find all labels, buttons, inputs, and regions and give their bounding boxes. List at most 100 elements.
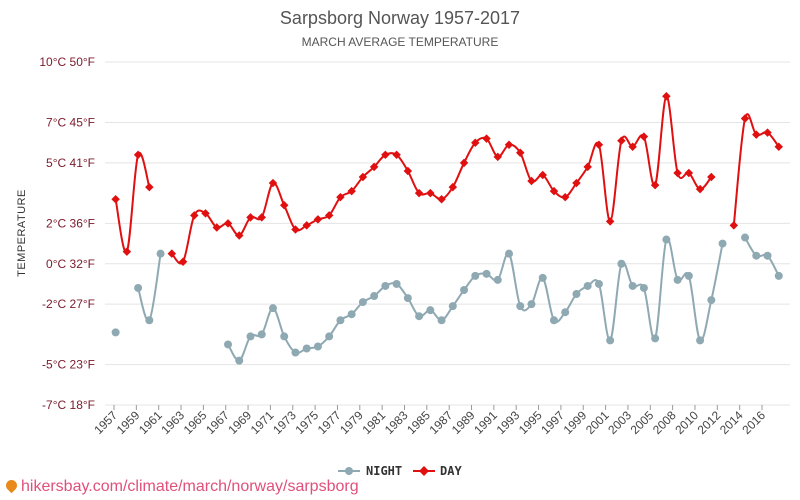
data-point-night[interactable]: [763, 251, 772, 260]
data-point-night[interactable]: [516, 302, 525, 311]
data-point-night[interactable]: [606, 336, 615, 345]
data-point-night[interactable]: [471, 271, 480, 280]
data-point-night[interactable]: [718, 239, 727, 248]
data-point-night[interactable]: [628, 281, 637, 290]
data-point-day[interactable]: [291, 225, 300, 234]
data-point-day[interactable]: [246, 213, 255, 222]
data-point-night[interactable]: [684, 271, 693, 280]
data-point-day[interactable]: [471, 138, 480, 147]
data-point-day[interactable]: [752, 130, 761, 139]
data-point-day[interactable]: [358, 172, 368, 182]
data-point-day[interactable]: [729, 221, 739, 230]
data-point-night[interactable]: [426, 306, 435, 315]
data-point-night[interactable]: [493, 275, 502, 284]
data-point-night[interactable]: [651, 334, 660, 343]
data-point-night[interactable]: [662, 235, 671, 244]
data-point-day[interactable]: [145, 182, 154, 192]
data-point-night[interactable]: [617, 259, 626, 268]
data-point-night[interactable]: [594, 279, 603, 288]
data-point-night[interactable]: [741, 233, 750, 242]
data-point-day[interactable]: [133, 150, 143, 160]
data-point-night[interactable]: [437, 316, 446, 325]
data-point-day[interactable]: [639, 132, 649, 141]
data-point-day[interactable]: [673, 168, 682, 178]
data-point-day[interactable]: [369, 162, 379, 172]
data-point-day[interactable]: [302, 221, 311, 230]
data-point-day[interactable]: [324, 211, 334, 220]
data-point-night[interactable]: [336, 316, 345, 325]
data-point-day[interactable]: [426, 188, 435, 198]
data-point-night[interactable]: [415, 312, 424, 321]
data-point-night[interactable]: [505, 249, 514, 258]
data-point-day[interactable]: [268, 178, 278, 188]
legend-item-night[interactable]: NIGHT: [338, 464, 402, 478]
data-point-day[interactable]: [257, 213, 266, 222]
data-point-night[interactable]: [325, 332, 334, 341]
data-point-night[interactable]: [696, 336, 705, 345]
data-point-day[interactable]: [617, 136, 626, 145]
data-point-day[interactable]: [437, 194, 446, 204]
data-point-day[interactable]: [662, 92, 671, 101]
data-point-night[interactable]: [774, 271, 783, 280]
data-point-day[interactable]: [212, 223, 222, 232]
data-point-night[interactable]: [752, 251, 761, 260]
data-point-day[interactable]: [594, 140, 604, 149]
data-point-day[interactable]: [504, 140, 514, 149]
data-point-night[interactable]: [224, 340, 233, 349]
data-point-day[interactable]: [448, 182, 458, 192]
data-point-day[interactable]: [313, 215, 323, 224]
data-point-day[interactable]: [493, 152, 503, 162]
data-point-day[interactable]: [403, 166, 413, 176]
data-point-night[interactable]: [246, 332, 255, 341]
data-point-night[interactable]: [111, 328, 120, 337]
data-point-day[interactable]: [201, 209, 210, 218]
data-point-night[interactable]: [358, 298, 367, 307]
data-point-night[interactable]: [257, 330, 266, 339]
legend[interactable]: NIGHT DAY: [338, 464, 462, 478]
data-point-day[interactable]: [414, 188, 424, 198]
footer-link[interactable]: hikersbay.com/climate/march/norway/sarps…: [3, 477, 359, 496]
data-point-day[interactable]: [223, 219, 233, 228]
data-point-night[interactable]: [673, 275, 682, 284]
data-point-night[interactable]: [448, 302, 457, 311]
data-point-night[interactable]: [370, 292, 379, 301]
data-point-night[interactable]: [403, 294, 412, 303]
data-point-night[interactable]: [156, 249, 165, 258]
data-point-night[interactable]: [392, 279, 401, 288]
data-point-night[interactable]: [583, 281, 592, 290]
data-point-day[interactable]: [527, 176, 536, 186]
data-point-night[interactable]: [145, 316, 154, 325]
data-point-night[interactable]: [268, 304, 277, 313]
data-point-day[interactable]: [111, 194, 120, 204]
legend-item-day[interactable]: DAY: [413, 464, 462, 478]
data-point-night[interactable]: [561, 308, 570, 317]
data-point-night[interactable]: [235, 356, 244, 365]
data-point-day[interactable]: [279, 201, 289, 210]
data-point-day[interactable]: [381, 150, 390, 160]
data-point-night[interactable]: [134, 283, 143, 292]
data-point-day[interactable]: [190, 211, 199, 220]
data-point-night[interactable]: [482, 269, 491, 278]
data-point-night[interactable]: [302, 344, 311, 353]
data-point-night[interactable]: [313, 342, 322, 351]
data-point-day[interactable]: [122, 247, 132, 256]
data-point-night[interactable]: [347, 310, 356, 319]
data-point-night[interactable]: [707, 296, 716, 305]
data-point-night[interactable]: [527, 300, 536, 309]
data-point-night[interactable]: [549, 316, 558, 325]
data-point-day[interactable]: [605, 217, 615, 226]
data-point-night[interactable]: [280, 332, 289, 341]
data-point-day[interactable]: [336, 192, 345, 202]
data-point-day[interactable]: [459, 158, 469, 168]
data-point-day[interactable]: [482, 134, 491, 143]
data-point-day[interactable]: [178, 257, 188, 266]
data-point-night[interactable]: [639, 283, 648, 292]
data-point-day[interactable]: [347, 186, 356, 196]
data-point-night[interactable]: [538, 273, 547, 282]
data-point-night[interactable]: [572, 290, 581, 299]
data-point-day[interactable]: [235, 231, 244, 240]
data-point-night[interactable]: [381, 281, 390, 290]
data-point-day[interactable]: [392, 150, 401, 160]
data-point-night[interactable]: [460, 285, 469, 294]
data-point-night[interactable]: [291, 348, 300, 357]
